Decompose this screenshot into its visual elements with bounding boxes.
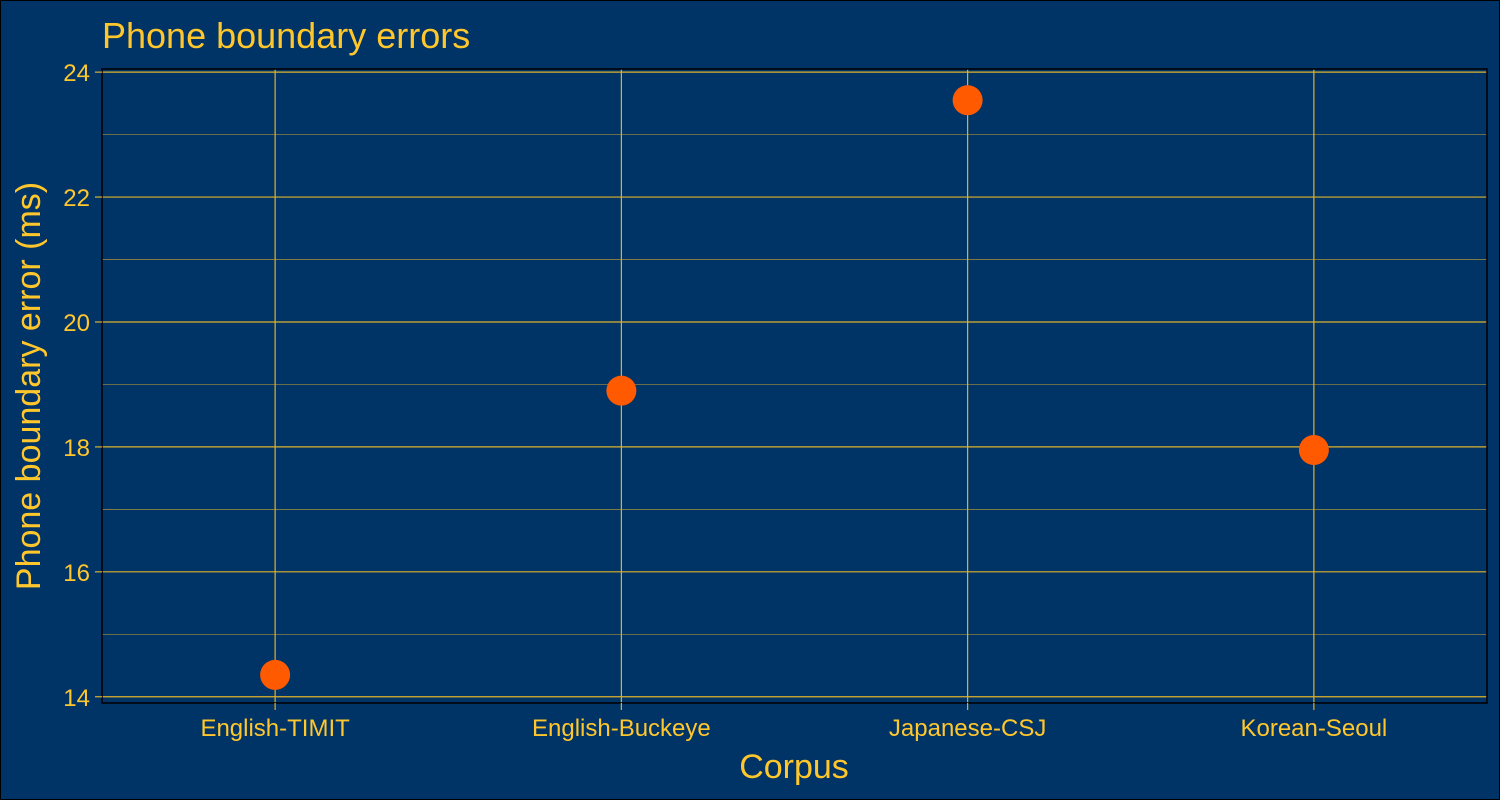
x-tick-label: English-TIMIT	[200, 715, 350, 742]
y-tick-label: 14	[63, 685, 90, 712]
x-tick-label: Korean-Seoul	[1240, 715, 1387, 742]
chart-title: Phone boundary errors	[102, 15, 470, 56]
tick-labels: 14 16 18 20 22 24 English-TIMIT English-Buckeye…	[63, 60, 1387, 742]
y-tick-label: 24	[63, 60, 90, 87]
y-axis-label: Phone boundary error (ms)	[10, 182, 48, 590]
data-point-english-buckeye	[606, 375, 637, 406]
x-tick-label: Japanese-CSJ	[889, 715, 1046, 742]
data-points	[260, 85, 1329, 690]
data-point-japanese-csj	[952, 85, 983, 116]
data-point-english-timit	[260, 659, 291, 690]
y-tick-label: 16	[63, 560, 90, 587]
x-axis-label: Corpus	[739, 748, 849, 786]
data-point-korean-seoul	[1298, 435, 1329, 466]
y-tick-label: 18	[63, 435, 90, 462]
plot-frame	[101, 68, 1488, 704]
y-tick-label: 20	[63, 310, 90, 337]
x-tick-label: English-Buckeye	[532, 715, 711, 742]
y-tick-label: 22	[63, 185, 90, 212]
